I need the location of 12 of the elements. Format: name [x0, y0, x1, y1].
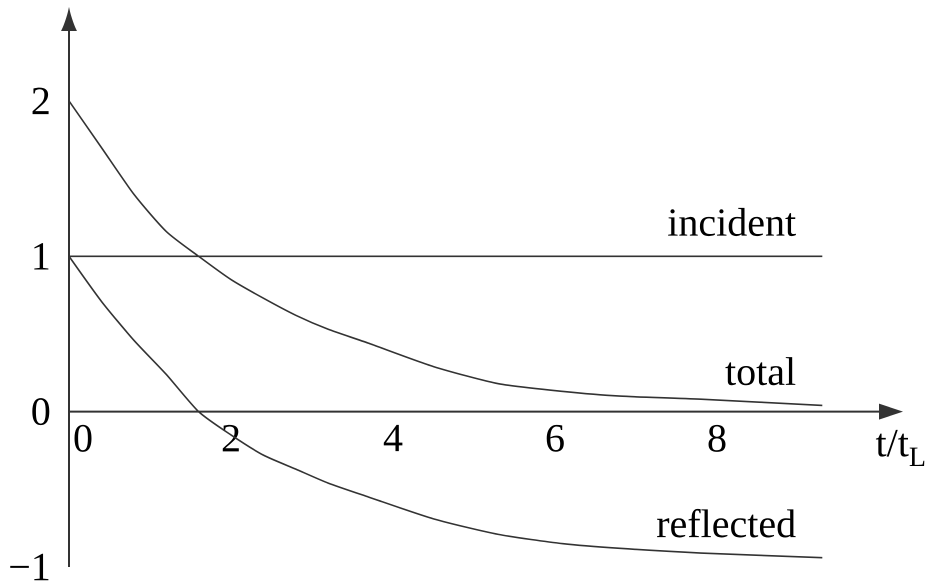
y-tick-label: 2 — [32, 88, 49, 114]
y-tick-label: −1 — [10, 554, 48, 580]
x-tick-label: 8 — [708, 424, 726, 452]
y-tick-label: 0 — [32, 398, 50, 426]
x-axis-title: t/t$_{L}$ — [876, 430, 924, 466]
x-tick-label: 0 — [74, 424, 92, 452]
x-tick-label: 6 — [546, 424, 564, 452]
series-label: total — [725, 357, 796, 386]
series-label: reflected — [657, 508, 796, 538]
series-label: incident — [668, 208, 796, 236]
y-tick-label: 1 — [34, 243, 48, 270]
x-tick-label: 4 — [384, 424, 402, 452]
